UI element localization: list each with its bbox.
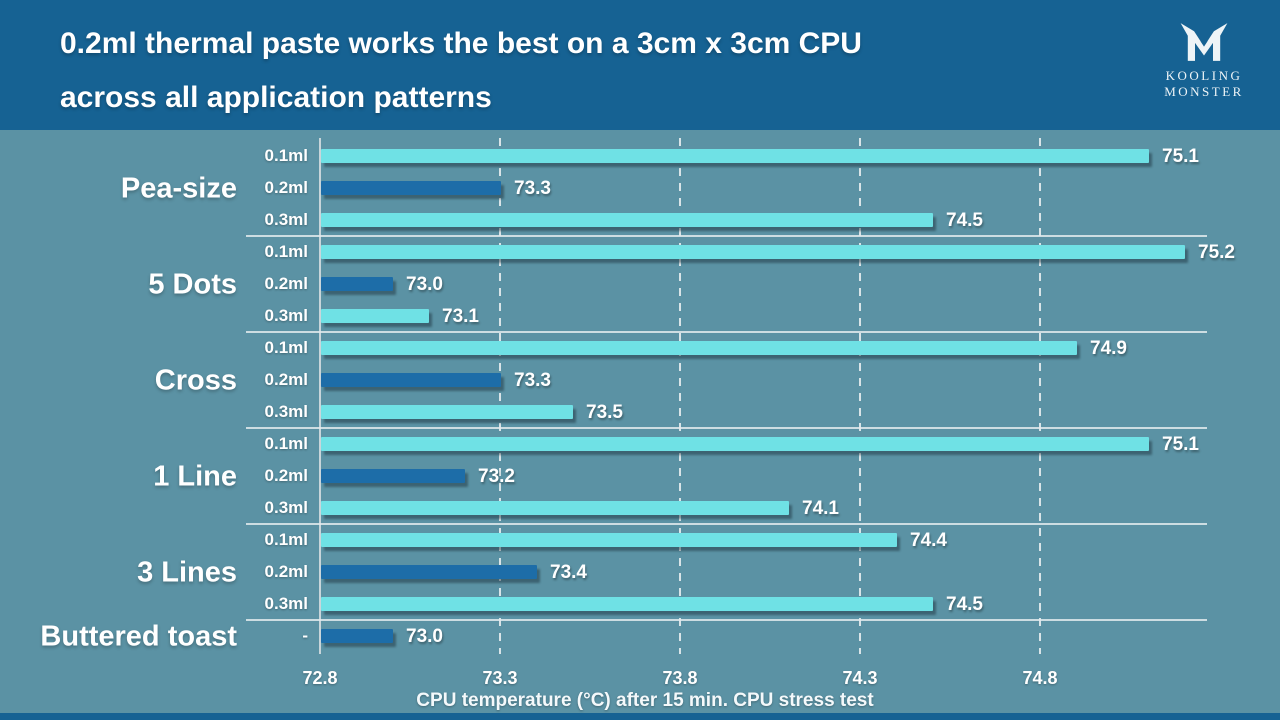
x-tick-label: 73.3: [482, 668, 518, 688]
bar-5-dots-0.1ml: [321, 245, 1185, 259]
bar-1-line-0.2ml: [321, 469, 465, 483]
bar-pea-size-0.3ml: [321, 213, 933, 227]
value-label: 74.5: [946, 594, 983, 615]
value-label: 73.4: [550, 562, 587, 583]
amount-label: 0.3ml: [264, 306, 308, 325]
bar-1-line-0.3ml: [321, 501, 789, 515]
amount-label: 0.3ml: [264, 402, 308, 421]
group-label-5-dots: 5 Dots: [148, 268, 237, 301]
value-label: 75.1: [1162, 434, 1199, 455]
bar-3-lines-0.3ml: [321, 597, 933, 611]
value-label: 73.2: [478, 466, 515, 487]
value-label: 73.0: [406, 274, 443, 295]
bar-3-lines-0.2ml: [321, 565, 537, 579]
bar-pea-size-0.1ml: [321, 149, 1149, 163]
bar-cross-0.3ml: [321, 405, 573, 419]
value-label: 74.1: [802, 498, 839, 519]
slide-title: 0.2ml thermal paste works the best on a …: [60, 17, 862, 125]
gridline: [499, 138, 501, 654]
bar-cross-0.1ml: [321, 341, 1077, 355]
bar-buttered-toast--: [321, 629, 393, 643]
amount-label: 0.1ml: [264, 338, 308, 357]
value-label: 75.2: [1198, 242, 1235, 263]
amount-label: 0.1ml: [264, 242, 308, 261]
group-separator: [246, 427, 1207, 429]
kooling-monster-logo: KOOLING MONSTER: [1144, 20, 1264, 100]
bar-1-line-0.1ml: [321, 437, 1149, 451]
value-label: 73.5: [586, 402, 623, 423]
x-tick-label: 73.8: [662, 668, 698, 688]
gridline: [1039, 138, 1041, 654]
amount-label: 0.1ml: [264, 146, 308, 165]
amount-label: 0.2ml: [264, 562, 308, 581]
value-label: 74.9: [1090, 338, 1127, 359]
x-axis-title: CPU temperature (°C) after 15 min. CPU s…: [416, 690, 874, 711]
group-separator: [246, 331, 1207, 333]
group-label-pea-size: Pea-size: [120, 172, 237, 205]
group-separator: [246, 619, 1207, 621]
value-label: 73.1: [442, 306, 479, 327]
x-tick-label: 74.8: [1022, 668, 1058, 688]
bar-3-lines-0.1ml: [321, 533, 897, 547]
bar-5-dots-0.3ml: [321, 309, 429, 323]
group-label-3-lines: 3 Lines: [137, 556, 237, 589]
group-separator: [246, 523, 1207, 525]
amount-label: 0.3ml: [264, 594, 308, 613]
bar-5-dots-0.2ml: [321, 277, 393, 291]
amount-label: 0.3ml: [264, 498, 308, 517]
group-label-buttered-toast: Buttered toast: [40, 620, 237, 653]
amount-label: 0.2ml: [264, 466, 308, 485]
value-label: 74.5: [946, 210, 983, 231]
gridline: [679, 138, 681, 654]
group-label-cross: Cross: [154, 364, 237, 397]
value-label: 73.3: [514, 178, 551, 199]
logo-text-line2: MONSTER: [1164, 84, 1244, 99]
bar-chart: CPU temperature (°C) after 15 min. CPU s…: [0, 130, 1280, 713]
logo-text-line1: KOOLING: [1165, 68, 1243, 83]
amount-label: 0.2ml: [264, 274, 308, 293]
x-tick-label: 74.3: [842, 668, 878, 688]
y-axis-line: [319, 138, 321, 654]
amount-label: 0.3ml: [264, 210, 308, 229]
monster-m-icon: [1180, 23, 1228, 61]
group-separator: [246, 235, 1207, 237]
amount-label: 0.1ml: [264, 530, 308, 549]
value-label: 74.4: [910, 530, 947, 551]
slide-title-line1: 0.2ml thermal paste works the best on a …: [60, 27, 862, 60]
gridline: [859, 138, 861, 654]
amount-label: 0.1ml: [264, 434, 308, 453]
bar-pea-size-0.2ml: [321, 181, 501, 195]
x-tick-label: 72.8: [302, 668, 338, 688]
value-label: 75.1: [1162, 146, 1199, 167]
bar-cross-0.2ml: [321, 373, 501, 387]
value-label: 73.3: [514, 370, 551, 391]
amount-label: -: [302, 626, 308, 645]
amount-label: 0.2ml: [264, 370, 308, 389]
value-label: 73.0: [406, 626, 443, 647]
footer-strip: [0, 713, 1280, 720]
group-label-1-line: 1 Line: [153, 460, 237, 493]
slide-title-line2: across all application patterns: [60, 81, 492, 114]
header: 0.2ml thermal paste works the best on a …: [0, 0, 1280, 130]
amount-label: 0.2ml: [264, 178, 308, 197]
